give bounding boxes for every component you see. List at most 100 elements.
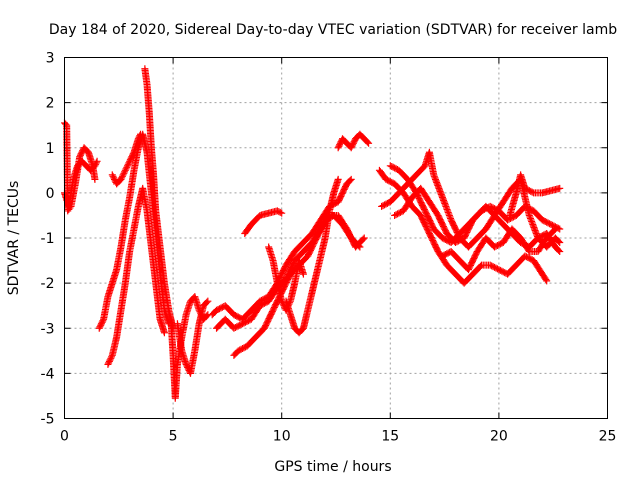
data-point: [347, 144, 355, 152]
y-tick-label: 3: [46, 51, 55, 67]
data-point: [118, 172, 126, 180]
data-point: [128, 153, 136, 161]
series-track-11: [230, 211, 364, 359]
data-point: [204, 297, 212, 305]
data-point: [160, 329, 168, 337]
data-point: [95, 324, 103, 332]
data-point: [78, 148, 86, 156]
data-point: [135, 133, 143, 141]
data-point: [278, 209, 286, 217]
data-points: [61, 65, 564, 402]
data-point: [126, 157, 134, 165]
x-tick-label: 20: [490, 429, 508, 445]
data-point: [117, 175, 125, 183]
series-track-12: [241, 207, 286, 237]
data-point: [550, 226, 558, 234]
series-track-2: [61, 157, 101, 210]
series-track-3: [95, 130, 173, 332]
data-point: [347, 175, 355, 183]
data-point: [76, 153, 84, 161]
data-point: [93, 157, 101, 165]
data-point: [182, 360, 190, 368]
data-point: [96, 323, 104, 331]
series-track-20: [438, 225, 559, 274]
x-tick-label: 0: [60, 429, 69, 445]
y-tick-label: -2: [41, 276, 55, 292]
data-point: [556, 248, 564, 256]
data-point: [129, 150, 137, 158]
data-point: [335, 142, 343, 150]
data-point: [105, 359, 113, 367]
series-track-19: [391, 184, 564, 247]
data-point: [129, 151, 137, 159]
data-point: [76, 151, 84, 159]
data-point: [334, 175, 342, 183]
data-point: [136, 132, 144, 140]
data-point: [126, 156, 134, 164]
data-point: [134, 135, 142, 143]
x-tick-label: 10: [273, 429, 291, 445]
x-tick-label: 15: [381, 429, 399, 445]
data-point: [363, 138, 371, 146]
series-track-14: [282, 175, 342, 337]
data-point: [110, 175, 118, 183]
data-point: [108, 171, 116, 179]
data-point: [555, 246, 563, 254]
data-point: [556, 184, 564, 192]
series-track-15: [334, 130, 373, 152]
data-point: [543, 277, 551, 285]
data-point: [556, 239, 564, 247]
data-point: [92, 160, 100, 168]
data-point: [109, 172, 117, 180]
data-point: [365, 139, 373, 147]
data-point: [92, 159, 100, 167]
data-point: [105, 357, 113, 365]
y-tick-label: 1: [46, 141, 55, 157]
data-point: [98, 318, 106, 326]
data-point: [121, 166, 129, 174]
data-point: [91, 162, 99, 170]
data-point: [110, 174, 118, 182]
data-point: [108, 353, 116, 361]
data-point: [118, 174, 126, 182]
data-point: [336, 141, 344, 149]
data-point: [120, 169, 128, 177]
data-point: [123, 162, 131, 170]
data-point: [555, 237, 563, 245]
data-point: [350, 138, 358, 146]
data-point: [346, 176, 354, 184]
data-point: [349, 139, 357, 147]
data-point: [336, 139, 344, 147]
y-tick-label: -4: [41, 366, 55, 382]
data-point: [125, 159, 133, 167]
y-tick-label: -5: [41, 412, 55, 428]
series-track-4: [104, 184, 168, 368]
x-axis-label: GPS time / hours: [274, 459, 391, 475]
data-point: [106, 356, 114, 364]
data-point: [203, 298, 211, 306]
data-point: [359, 235, 367, 243]
y-axis-label: SDTVAR / TECUs: [6, 181, 22, 296]
data-point: [276, 208, 284, 216]
series-track-7: [167, 293, 212, 402]
data-point: [107, 354, 115, 362]
data-point: [360, 234, 368, 242]
y-tick-label: -3: [41, 321, 55, 337]
series-track-13: [265, 243, 307, 314]
series-track-21: [506, 171, 564, 219]
data-point: [97, 320, 105, 328]
data-point: [137, 130, 145, 138]
data-point: [356, 243, 364, 251]
data-point: [334, 144, 342, 152]
data-point: [99, 317, 107, 325]
data-point: [77, 150, 85, 158]
plot-frame: [64, 57, 608, 419]
y-tick-label: 0: [46, 186, 55, 202]
data-point: [355, 242, 363, 250]
x-tick-label: 25: [599, 429, 617, 445]
data-point: [122, 165, 130, 173]
data-point: [299, 270, 307, 278]
series-track-6: [141, 65, 177, 332]
